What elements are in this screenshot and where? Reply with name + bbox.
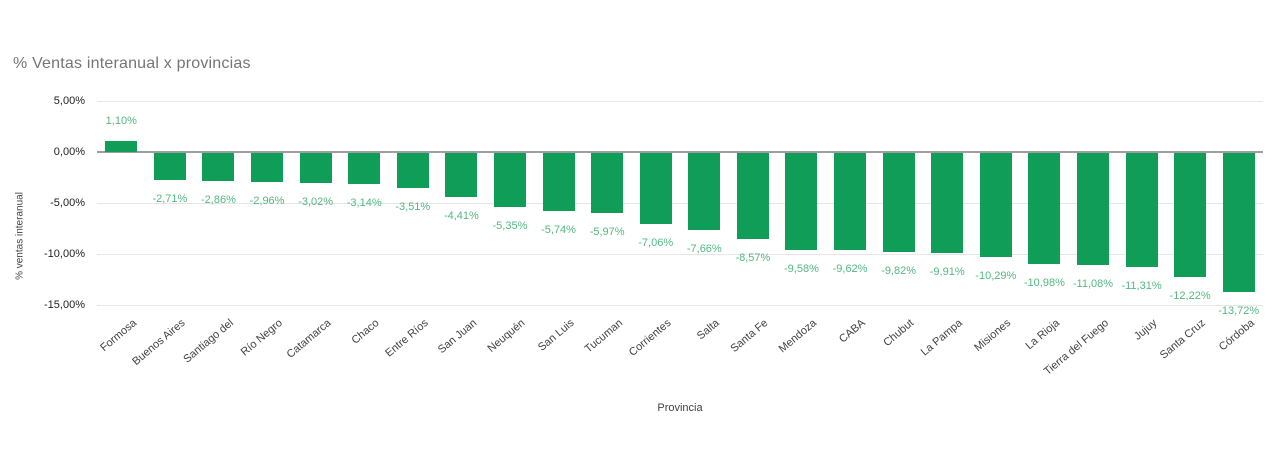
bar-value-label: -9,82% xyxy=(881,265,917,278)
x-category-label: Salta xyxy=(695,317,723,343)
bar[interactable] xyxy=(591,153,624,213)
x-category-label: Neuquén xyxy=(485,317,528,355)
x-category-label: Mendoza xyxy=(776,317,820,356)
bar-value-label: -3,51% xyxy=(395,200,431,213)
x-category-label: Tucuman xyxy=(582,317,625,356)
bar-value-label: -9,62% xyxy=(832,263,868,276)
bar-value-label: -10,29% xyxy=(975,269,1017,282)
gridline xyxy=(97,254,1263,255)
bar[interactable] xyxy=(396,153,429,188)
x-axis-title: Provincia xyxy=(657,402,703,414)
bar[interactable] xyxy=(299,153,332,183)
y-axis-title: % ventas interanual xyxy=(14,192,26,280)
bar-value-label: -5,97% xyxy=(589,225,625,238)
gridline xyxy=(97,203,1263,204)
bar[interactable] xyxy=(785,153,818,250)
bar-value-label: -2,71% xyxy=(152,192,188,205)
bar[interactable] xyxy=(348,153,381,185)
gridline xyxy=(97,305,1263,306)
x-category-label: Santa Cruz xyxy=(1157,317,1208,362)
bar-value-label: -13,72% xyxy=(1218,304,1260,317)
bar[interactable] xyxy=(493,153,526,207)
bar[interactable] xyxy=(251,153,284,183)
y-tick-label: -15,00% xyxy=(44,299,85,311)
bar-value-label: -2,86% xyxy=(201,194,236,207)
bar-value-label: -3,14% xyxy=(346,197,382,210)
bar[interactable] xyxy=(688,153,721,231)
x-category-label: Córdoba xyxy=(1216,317,1257,354)
y-tick-label: -10,00% xyxy=(44,248,85,260)
y-tick-label: -5,00% xyxy=(50,197,85,209)
x-category-label: Catamarca xyxy=(284,317,334,361)
x-category-label: Entre Ríos xyxy=(382,317,431,360)
bar-value-label: -10,98% xyxy=(1023,276,1065,289)
bar[interactable] xyxy=(202,153,235,182)
bar-value-label: -9,58% xyxy=(784,262,819,275)
bar-value-label: -11,31% xyxy=(1121,280,1162,293)
y-tick-label: 5,00% xyxy=(53,95,85,107)
bar[interactable] xyxy=(882,153,915,253)
bar-value-label: -11,08% xyxy=(1072,278,1114,291)
x-category-label: Jujuy xyxy=(1131,317,1160,343)
gridline xyxy=(97,101,1263,102)
bar-value-label: -8,57% xyxy=(735,252,771,265)
x-category-label: Río Negro xyxy=(238,317,285,359)
bar-value-label: -4,41% xyxy=(443,209,479,222)
bar-value-label: -5,35% xyxy=(492,219,528,232)
x-category-label: San Luis xyxy=(535,317,577,354)
bar[interactable] xyxy=(1222,153,1255,292)
bar-value-label: -2,96% xyxy=(249,195,285,208)
bar[interactable] xyxy=(542,153,575,211)
bar-value-label: -7,06% xyxy=(638,237,674,249)
x-category-label: CABA xyxy=(837,317,868,346)
bar[interactable] xyxy=(1076,153,1109,266)
x-category-label: Chubut xyxy=(881,317,917,350)
bar-value-label: -12,22% xyxy=(1169,289,1211,302)
x-category-label: San Juan xyxy=(435,317,480,357)
x-category-label: Formosa xyxy=(98,317,140,355)
bar[interactable] xyxy=(834,153,867,251)
x-category-label: Santa Fe xyxy=(728,317,771,355)
x-category-label: Chaco xyxy=(349,317,382,347)
bar[interactable] xyxy=(931,153,964,254)
bar[interactable] xyxy=(1174,153,1207,277)
bar[interactable] xyxy=(979,153,1012,257)
chart-title: % Ventas interanual x provincias xyxy=(13,55,251,72)
x-category-label: Santiago del xyxy=(181,317,237,366)
bar-value-label: -9,91% xyxy=(929,266,965,279)
bar-value-label: -7,66% xyxy=(686,243,722,256)
bar-value-label: -3,02% xyxy=(298,195,334,208)
bar-value-label: -5,74% xyxy=(541,223,576,236)
x-category-label: La Rioja xyxy=(1023,317,1063,353)
bar[interactable] xyxy=(105,140,138,152)
bar[interactable] xyxy=(1028,153,1061,264)
bar[interactable] xyxy=(1125,153,1158,268)
x-category-label: Misiones xyxy=(972,317,1014,355)
x-category-label: Corrientes xyxy=(626,317,674,359)
x-category-label: La Pampa xyxy=(918,317,965,359)
bar[interactable] xyxy=(153,153,186,180)
bar-value-label: 1,10% xyxy=(105,114,137,127)
y-tick-label: 0,00% xyxy=(53,146,85,158)
bar[interactable] xyxy=(736,153,769,240)
zero-baseline xyxy=(97,151,1263,153)
bar[interactable] xyxy=(639,153,672,224)
bar[interactable] xyxy=(445,153,478,197)
x-category-label: Buenos Aires xyxy=(130,317,188,368)
